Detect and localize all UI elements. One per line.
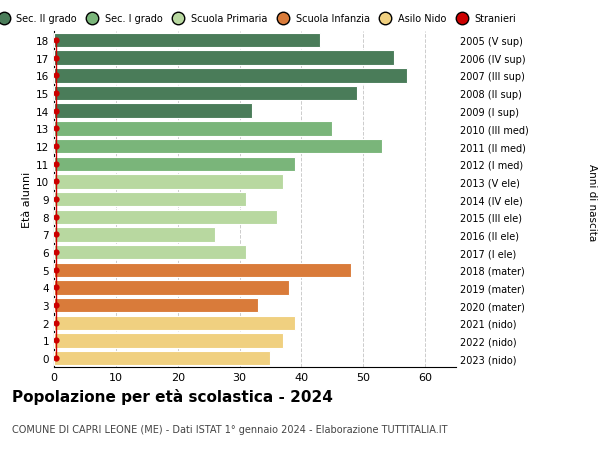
Bar [54, 263, 351, 277]
Legend: Sec. II grado, Sec. I grado, Scuola Primaria, Scuola Infanzia, Asilo Nido, Stran: Sec. II grado, Sec. I grado, Scuola Prim… [0, 14, 516, 24]
Bar [54, 87, 357, 101]
Bar [54, 228, 215, 242]
Bar [54, 280, 289, 295]
Text: Anni di nascita: Anni di nascita [587, 163, 597, 241]
Bar [54, 334, 283, 348]
Y-axis label: Età alunni: Età alunni [22, 172, 32, 228]
Bar [54, 140, 382, 154]
Text: COMUNE DI CAPRI LEONE (ME) - Dati ISTAT 1° gennaio 2024 - Elaborazione TUTTITALI: COMUNE DI CAPRI LEONE (ME) - Dati ISTAT … [12, 425, 448, 435]
Bar [54, 351, 271, 366]
Text: Popolazione per età scolastica - 2024: Popolazione per età scolastica - 2024 [12, 388, 333, 404]
Bar [54, 34, 320, 48]
Bar [54, 157, 295, 172]
Bar [54, 69, 407, 84]
Bar [54, 316, 295, 330]
Bar [54, 298, 258, 313]
Bar [54, 104, 252, 119]
Bar [54, 210, 277, 224]
Bar [54, 192, 246, 207]
Bar [54, 246, 246, 260]
Bar [54, 122, 332, 136]
Bar [54, 175, 283, 189]
Bar [54, 51, 394, 66]
